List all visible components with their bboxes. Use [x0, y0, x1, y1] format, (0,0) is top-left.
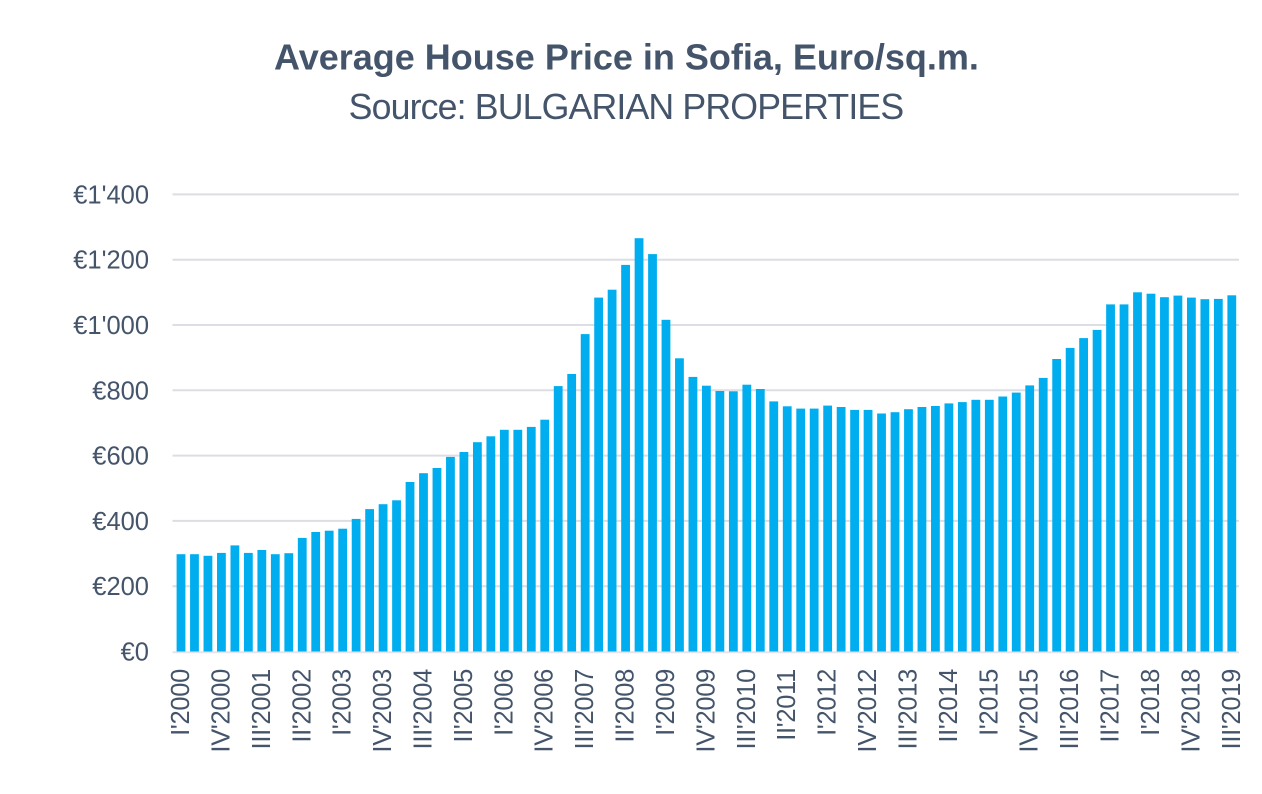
svg-text:II'2002: II'2002 [288, 669, 316, 743]
svg-text:III'2013: III'2013 [894, 669, 922, 750]
svg-text:I'2006: I'2006 [490, 669, 518, 736]
svg-text:I'2012: I'2012 [814, 669, 842, 736]
svg-text:IV'2015: IV'2015 [1016, 669, 1044, 753]
svg-text:IV'2018: IV'2018 [1177, 669, 1205, 753]
svg-text:III'2001: III'2001 [248, 669, 276, 749]
svg-text:III'2007: III'2007 [571, 669, 599, 749]
svg-text:I'2018: I'2018 [1137, 669, 1165, 736]
svg-text:€1'400: €1'400 [73, 181, 149, 209]
svg-text:I'2009: I'2009 [652, 669, 680, 736]
svg-text:IV'2000: IV'2000 [207, 669, 235, 753]
svg-text:€800: €800 [92, 377, 149, 405]
svg-text:IV'2006: IV'2006 [531, 669, 559, 753]
svg-text:III'2016: III'2016 [1056, 669, 1084, 750]
svg-text:I'2015: I'2015 [975, 669, 1003, 736]
svg-text:II'2014: II'2014 [935, 669, 963, 743]
svg-text:Source: BULGARIAN PROPERTIES: Source: BULGARIAN PROPERTIES [349, 87, 904, 127]
svg-text:IV'2003: IV'2003 [369, 669, 397, 753]
svg-text:€600: €600 [92, 443, 149, 471]
svg-text:III'2004: III'2004 [409, 669, 437, 750]
svg-text:II'2008: II'2008 [612, 669, 640, 743]
svg-text:I'2000: I'2000 [167, 669, 195, 736]
svg-text:II'2017: II'2017 [1097, 669, 1125, 743]
svg-text:€400: €400 [92, 508, 149, 536]
svg-text:II'2005: II'2005 [450, 669, 478, 743]
svg-text:II'2011: II'2011 [773, 669, 801, 741]
svg-text:III'2019: III'2019 [1218, 669, 1246, 749]
svg-text:III'2010: III'2010 [733, 669, 761, 750]
svg-text:€1'000: €1'000 [73, 312, 149, 340]
svg-text:€200: €200 [92, 573, 149, 601]
svg-text:€1'200: €1'200 [73, 247, 149, 275]
svg-text:IV'2012: IV'2012 [854, 669, 882, 753]
svg-text:Average House Price in Sofia,: Average House Price in Sofia, Euro/sq.m. [274, 37, 979, 78]
svg-text:I'2003: I'2003 [329, 669, 357, 736]
svg-text:€0: €0 [121, 639, 149, 667]
svg-text:IV'2009: IV'2009 [692, 669, 720, 753]
